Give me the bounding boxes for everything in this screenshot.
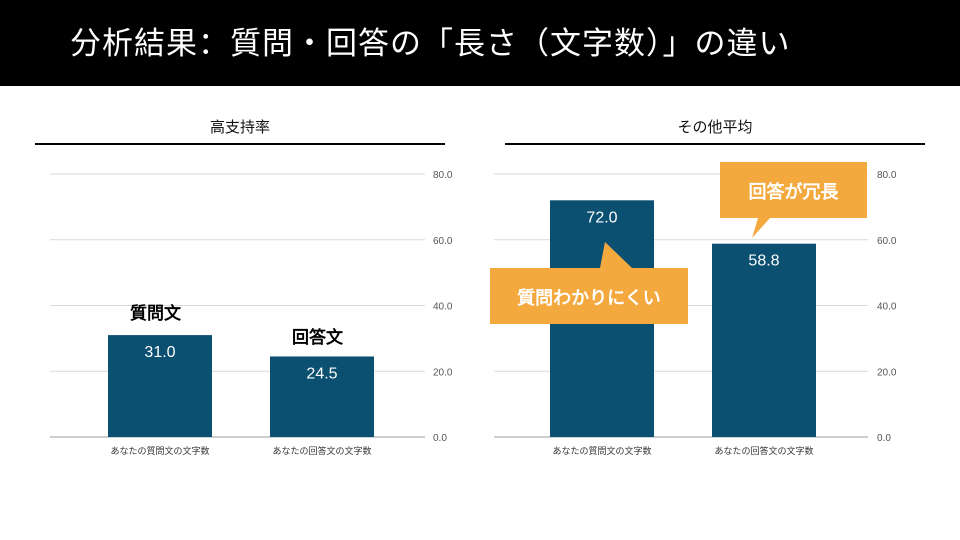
- right-title-rule: [505, 143, 925, 145]
- left-title-rule: [35, 143, 445, 145]
- y-tick-label: 0.0: [877, 433, 891, 444]
- x-category-label: あなたの回答文の文字数: [714, 445, 813, 457]
- bar: [108, 335, 212, 437]
- y-tick-label: 80.0: [433, 170, 453, 181]
- x-category-label: あなたの回答文の文字数: [272, 445, 371, 457]
- left-chart-title: 高支持率: [209, 118, 270, 136]
- question-annotation: 質問文: [130, 304, 181, 324]
- y-tick-label: 60.0: [877, 236, 897, 247]
- bar-value-label: 31.0: [144, 344, 175, 361]
- bar-value-label: 24.5: [306, 365, 337, 382]
- bar: [712, 243, 816, 437]
- bar-value-label: 72.0: [586, 209, 617, 226]
- callout-answer-shape: [720, 162, 867, 238]
- y-tick-label: 60.0: [433, 236, 453, 247]
- answer-annotation: 回答文: [292, 328, 343, 348]
- header-bar: 分析結果：質問・回答の「長さ（文字数）」の違い: [0, 0, 960, 86]
- y-tick-label: 20.0: [433, 367, 453, 378]
- bar: [270, 356, 374, 437]
- x-category-label: あなたの質問文の文字数: [110, 445, 209, 457]
- callout-question-text: 質問わかりにくい: [517, 288, 661, 309]
- y-tick-label: 40.0: [877, 302, 897, 313]
- right-chart-title: その他平均: [677, 118, 753, 136]
- callout-question-shape: [490, 242, 688, 324]
- slide-title: 分析結果：質問・回答の「長さ（文字数）」の違い: [70, 26, 791, 62]
- y-tick-label: 0.0: [433, 433, 447, 444]
- y-tick-label: 20.0: [877, 367, 897, 378]
- x-category-label: あなたの質問文の文字数: [552, 445, 651, 457]
- bar-value-label: 58.8: [748, 253, 779, 270]
- callout-answer-text: 回答が冗長: [748, 182, 839, 203]
- left-bar-chart: 0.0 20.0 40.0 60.0 80.0 31.0 あなたの質問文の文字数 24.5 あな…: [50, 170, 453, 457]
- y-tick-label: 40.0: [433, 302, 453, 313]
- y-tick-label: 80.0: [877, 170, 897, 181]
